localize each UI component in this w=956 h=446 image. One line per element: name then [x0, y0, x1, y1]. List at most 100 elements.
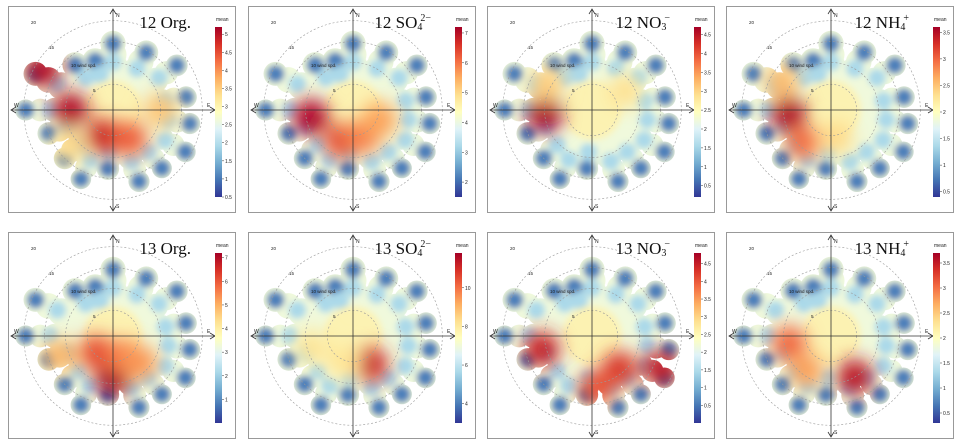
polar-plot-svg: N S E W 20 15 10 wind spd. 5 mean 2 3 4 5 6 7	[250, 8, 469, 212]
polar-plot-svg: N S E W 20 15 10 wind spd. 5 mean 0.5 1 1.5 2 2.5 3 3.5…	[489, 8, 711, 212]
colour-scale-tick: 1	[704, 386, 707, 392]
colour-scale-tick: 2	[225, 374, 228, 380]
colour-scale-tick: 1	[704, 165, 707, 171]
compass-s-label: S	[834, 204, 838, 210]
colour-scale-bar	[455, 253, 462, 423]
radial-label: 20	[271, 246, 277, 251]
colour-scale-bar	[933, 253, 940, 423]
colour-scale-tick: 3	[704, 315, 707, 321]
colour-scale-bar	[694, 253, 701, 423]
colour-scale-tick: 1	[943, 163, 946, 169]
panel-title: 12 NH4+	[855, 13, 909, 33]
title-species: Org.	[160, 239, 191, 258]
title-subscript: 3	[661, 22, 667, 33]
compass-w-label: W	[254, 103, 259, 109]
colour-scale-title: mean	[456, 17, 469, 23]
title-subscript: 3	[661, 248, 667, 259]
colour-scale-tick: 3.5	[225, 86, 232, 92]
compass-axes	[489, 234, 695, 438]
colour-scale-bar	[215, 253, 222, 423]
colour-scale-title: mean	[216, 243, 229, 249]
colour-scale-tick: 5	[225, 303, 228, 309]
radial-label: 15	[289, 45, 295, 50]
radial-label: 5	[811, 314, 814, 319]
colour-scale-tick: 1	[225, 397, 228, 403]
polar-plot-p13org: 13 Org. N S E W 20 15 10 wind spd. 5 mean 1 2 3 4 5 6 7	[8, 232, 236, 439]
colour-scale-tick: 1.5	[704, 368, 711, 374]
compass-s-label: S	[116, 204, 120, 210]
colour-scale-title: mean	[456, 243, 469, 249]
radial-label: 15	[528, 271, 534, 276]
title-species: NO	[636, 239, 662, 258]
colour-scale-bar	[455, 27, 462, 197]
compass-axes	[728, 234, 934, 438]
compass-axes	[728, 8, 934, 212]
radial-label: 20	[510, 246, 516, 251]
colour-scale-tick: 4.5	[704, 262, 711, 268]
colour-scale-tick: 0.5	[943, 411, 950, 417]
panel-title: 12 SO42−	[374, 13, 431, 33]
colour-scale-tick: 0.5	[225, 195, 232, 201]
polar-plot-p13so4: 13 SO42− N S E W 20 15 10 wind spd. 5 mean 4 6 8 10	[248, 232, 476, 439]
colour-scale-tick: 0.5	[704, 403, 711, 409]
title-species: Org.	[160, 13, 191, 32]
title-year: 13	[374, 239, 392, 258]
title-year: 13	[854, 239, 872, 258]
compass-e-label: E	[925, 329, 929, 335]
colour-scale-tick: 2	[465, 180, 468, 186]
compass-s-label: S	[116, 430, 120, 436]
colour-scale-tick: 2.5	[704, 108, 711, 114]
radial-label: 10 wind spd.	[71, 289, 96, 294]
colour-scale-tick: 4	[704, 279, 707, 285]
radial-label: 10 wind spd.	[550, 289, 575, 294]
radial-label: 15	[528, 45, 534, 50]
title-subscript: 4	[900, 248, 906, 259]
compass-axes	[250, 234, 456, 438]
colour-scale-tick: 3	[943, 286, 946, 292]
colour-scale-bar	[215, 27, 222, 197]
colour-scale-tick: 3.5	[943, 261, 950, 267]
panel-title: 12 NO3−	[616, 13, 670, 33]
compass-w-label: W	[493, 329, 498, 335]
title-species: SO	[395, 239, 418, 258]
colour-scale-tick: 3	[943, 57, 946, 63]
title-superscript: −	[664, 13, 670, 24]
colour-scale-tick: 8	[465, 324, 468, 330]
panel-title: 13 NO3−	[616, 239, 670, 259]
title-superscript: −	[664, 239, 670, 250]
compass-w-label: W	[493, 103, 498, 109]
radial-label: 20	[31, 246, 37, 251]
radial-label: 20	[31, 20, 37, 25]
compass-axes	[250, 8, 456, 212]
panel-title: 12 Org.	[139, 13, 191, 33]
colour-scale-tick: 7	[225, 256, 228, 262]
radial-label: 20	[749, 246, 755, 251]
compass-n-label: N	[595, 13, 599, 19]
radial-label: 20	[271, 20, 277, 25]
colour-scale-tick: 3.5	[704, 70, 711, 76]
colour-scale-tick: 4	[465, 120, 468, 126]
radial-label: 5	[93, 88, 96, 93]
radial-label: 5	[333, 88, 336, 93]
compass-e-label: E	[447, 329, 451, 335]
polar-plot-p12org: 12 Org. N S E W 20 15 10 wind spd. 5 mean 0.5 1 1.5 2…	[8, 6, 236, 213]
compass-n-label: N	[116, 239, 120, 245]
polar-plot-svg: N S E W 20 15 10 wind spd. 5 mean 0.5 1 1.5 2 2.5 3 3.5…	[10, 8, 232, 212]
title-species: NO	[636, 13, 662, 32]
colour-scale-tick: 4	[225, 327, 228, 333]
colour-scale-tick: 1.5	[225, 159, 232, 165]
title-superscript: 2−	[420, 239, 431, 250]
compass-e-label: E	[447, 103, 451, 109]
title-subscript: 4	[900, 22, 906, 33]
colour-scale-tick: 1.5	[704, 146, 711, 152]
radial-label: 10 wind spd.	[789, 63, 814, 68]
compass-axes	[10, 234, 216, 438]
title-species: NH	[875, 239, 901, 258]
radial-label: 20	[749, 20, 755, 25]
polar-plot-p12nh4: 12 NH4+ N S E W 20 15 10 wind spd. 5 mean 0.5 1 1.5 2…	[726, 6, 954, 213]
compass-s-label: S	[834, 430, 838, 436]
colour-scale-tick: 2.5	[943, 83, 950, 89]
compass-n-label: N	[595, 239, 599, 245]
compass-e-label: E	[686, 103, 690, 109]
compass-e-label: E	[925, 103, 929, 109]
